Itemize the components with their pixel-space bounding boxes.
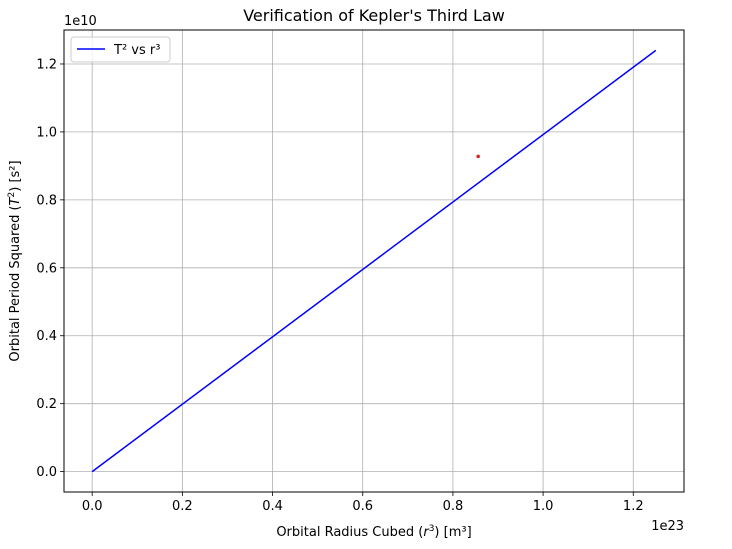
grid	[64, 30, 684, 492]
y-tick-label: 0.0	[36, 465, 57, 480]
y-tick-label: 1.0	[36, 125, 57, 140]
plot-frame	[63, 29, 685, 493]
y-tick-label: 0.8	[36, 193, 57, 208]
x-tick-label: 0.6	[352, 499, 373, 514]
y-tick-label: 0.4	[36, 329, 57, 344]
ticks: 0.0 0.2 0.4 0.6 0.8 1.0 1.2 0.0 0.2 0.4 0.6 0.8 1.0 1…	[36, 57, 643, 514]
x-offset-label: 1e23	[651, 519, 684, 534]
x-tick-label: 1.2	[623, 499, 644, 514]
legend: T² vs r³	[70, 36, 171, 63]
legend-label: T² vs r³	[113, 43, 160, 58]
y-tick-label: 0.2	[36, 397, 57, 412]
x-tick-label: 0.4	[262, 499, 283, 514]
y-tick-label: 1.2	[36, 57, 57, 72]
legend-box	[70, 36, 171, 63]
y-axis-label: Orbital Period Squared (T2) [s²]	[7, 160, 23, 361]
scatter-point	[476, 154, 480, 159]
x-tick-label: 0.0	[82, 499, 103, 514]
series-layer	[91, 49, 657, 473]
x-tick-label: 0.2	[172, 499, 193, 514]
x-tick-label: 0.8	[443, 499, 464, 514]
x-axis-label: Orbital Radius Cubed (r3) [m³]	[276, 524, 471, 540]
y-offset-label: 1e10	[64, 14, 97, 29]
chart-title: Verification of Kepler's Third Law	[243, 6, 505, 25]
series-line	[91, 49, 657, 473]
x-tick-label: 1.0	[533, 499, 554, 514]
y-tick-label: 0.6	[36, 261, 57, 276]
